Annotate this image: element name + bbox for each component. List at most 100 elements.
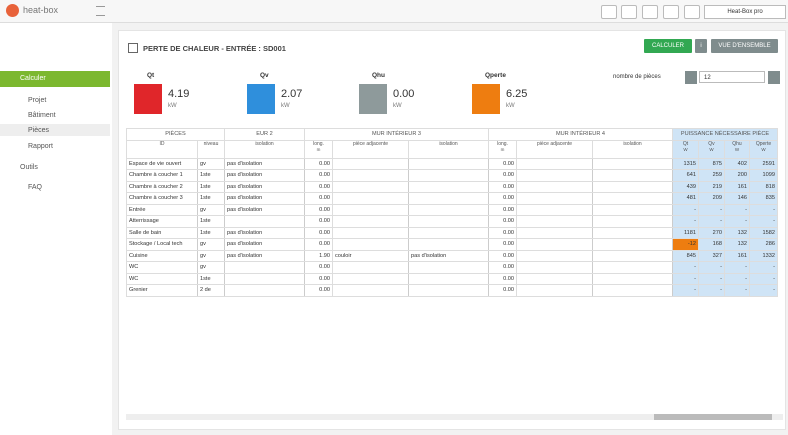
tool-button[interactable]: [621, 5, 637, 19]
table-cell: -: [672, 272, 699, 285]
metric-value: 0.00: [393, 88, 415, 100]
table-cell: [592, 157, 673, 170]
table-cell: 875: [698, 157, 725, 170]
table-cell: 0.00: [488, 272, 517, 285]
table-cell: 0.00: [304, 203, 333, 216]
group-header: MUR INTÉRIEUR 4: [488, 128, 673, 141]
table-cell: [332, 226, 409, 239]
column-header: pièce adjacente: [332, 139, 409, 159]
table-cell: [516, 180, 593, 193]
table-cell: [408, 180, 489, 193]
overview-button[interactable]: VUE D'ENSEMBLE: [711, 39, 778, 53]
column-header: isolation: [408, 139, 489, 159]
table-cell: [592, 284, 673, 297]
section-label: Calculer: [20, 75, 46, 82]
metric-label: Qt: [147, 72, 155, 79]
table-cell: -: [698, 284, 725, 297]
table-cell: 0.00: [488, 215, 517, 228]
table-row: Entrée gv pas d'isolation 0.00 0.00- - - -: [126, 203, 778, 216]
table-cell: 0.00: [304, 284, 333, 297]
metric-unit: kW: [281, 103, 290, 109]
selected-item: [0, 124, 110, 136]
table-cell: [516, 284, 593, 297]
table-cell: couloir: [332, 249, 409, 262]
table-cell: 1ste: [197, 169, 225, 182]
column-label: long.: [313, 140, 324, 147]
tool-button[interactable]: [684, 5, 700, 19]
account-select[interactable]: Heat-Box pro: [704, 5, 786, 19]
column-header: long. m: [488, 139, 517, 159]
group-header: PUISSANCE NÉCESSAIRE PIÈCE: [672, 128, 778, 141]
group-header: MUR INTÉRIEUR 3: [304, 128, 489, 141]
table-cell: 481: [672, 192, 699, 205]
table-cell: WC: [126, 261, 198, 274]
metric-card: Qv 2.07 kW: [240, 70, 338, 116]
table-cell: [408, 169, 489, 182]
group-header: PIÈCES: [126, 128, 225, 141]
table-cell: 1582: [749, 226, 778, 239]
table-cell: [516, 203, 593, 216]
table-cell: 1ste: [197, 192, 225, 205]
plus-button[interactable]: [768, 71, 780, 84]
table-cell: 270: [698, 226, 725, 239]
top-bar: heat-box Heat-Box pro: [0, 0, 788, 23]
rooms-table: PIÈCES EUR 2 MUR INTÉRIEUR 3 MUR INTÉRIEUR …: [126, 128, 778, 297]
table-cell: Grenier: [126, 284, 198, 297]
metric-label: Qperte: [485, 72, 506, 79]
metric-icon: [472, 84, 500, 114]
column-header: isolation: [224, 139, 305, 159]
table-cell: [592, 249, 673, 262]
table-cell: -: [672, 261, 699, 274]
column-header: niveau: [197, 139, 225, 159]
nav-item[interactable]: FAQ: [28, 184, 43, 191]
room-count-select[interactable]: 12: [699, 71, 765, 83]
table-cell: [332, 215, 409, 228]
scroll-thumb[interactable]: [654, 414, 772, 420]
table-cell: -: [672, 284, 699, 297]
minus-button[interactable]: [685, 71, 697, 84]
table-cell: 0.00: [304, 215, 333, 228]
column-header: Qhu W: [724, 139, 750, 159]
table-cell: [332, 180, 409, 193]
table-cell: pas d'isolation: [224, 249, 305, 262]
scrollbar[interactable]: [126, 414, 783, 420]
table-cell: 0.00: [304, 261, 333, 274]
table-cell: Stockage / Local tech: [126, 238, 198, 251]
table-cell: -: [749, 284, 778, 297]
metric-card: Qt 4.19 kW: [127, 70, 225, 116]
table-cell: [332, 272, 409, 285]
group-header: EUR 2: [224, 128, 305, 141]
room-count-label: nombre de pièces: [613, 74, 661, 80]
menu-toggle[interactable]: [96, 6, 105, 16]
logo: heat-box: [23, 5, 59, 15]
table-cell: -: [749, 203, 778, 216]
active-section[interactable]: Calculer: [0, 71, 110, 87]
table-cell: -: [724, 203, 750, 216]
nav-item[interactable]: Pièces: [28, 127, 50, 134]
table-cell: 0.00: [488, 169, 517, 182]
tool-button[interactable]: [601, 5, 617, 19]
column-header: isolation: [592, 139, 673, 159]
nav-item[interactable]: Bâtiment: [28, 112, 56, 119]
table-cell: gv: [197, 203, 225, 216]
table-cell: 200: [724, 169, 750, 182]
table-row: Atterrissage 1ste 0.00 0.00- - - -: [126, 215, 778, 228]
info-button[interactable]: i: [695, 39, 707, 53]
logo-icon: [6, 4, 19, 17]
nav-item[interactable]: Rapport: [28, 143, 53, 150]
table-cell: [516, 272, 593, 285]
nav-item[interactable]: Outils: [20, 164, 38, 171]
table-cell: [332, 192, 409, 205]
table-cell: pas d'isolation: [224, 169, 305, 182]
tool-button[interactable]: [663, 5, 679, 19]
table-cell: -12: [672, 238, 699, 251]
metric-label: Qhu: [372, 72, 385, 79]
nav-item[interactable]: Projet: [28, 97, 47, 104]
table-cell: -: [724, 272, 750, 285]
table-row: Espace de vie ouvert gv pas d'isolation 0.0…: [126, 157, 778, 170]
tool-button[interactable]: [642, 5, 658, 19]
column-label: ID: [159, 140, 165, 147]
table-cell: Entrée: [126, 203, 198, 216]
calculate-button[interactable]: CALCULER: [644, 39, 692, 53]
metric-unit: kW: [393, 103, 402, 109]
